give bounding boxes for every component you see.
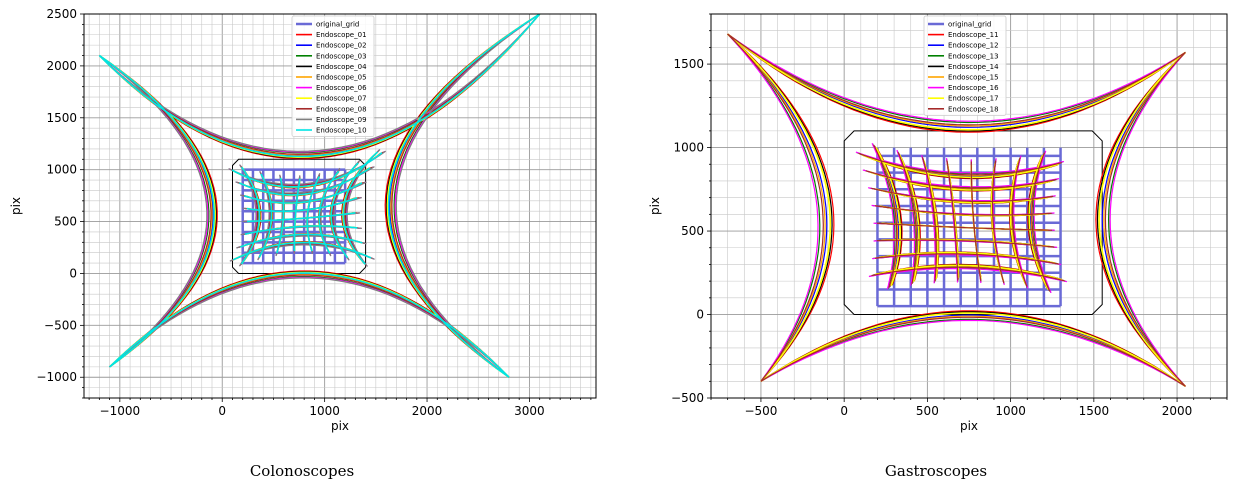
x-tick-label: 1500 xyxy=(1079,404,1110,418)
legend-label: Endoscope_13 xyxy=(948,52,999,60)
y-tick-label: 1500 xyxy=(46,111,77,125)
x-axis-label: pix xyxy=(960,419,978,433)
x-tick-label: 3000 xyxy=(514,404,545,418)
x-tick-label: 0 xyxy=(840,404,848,418)
distorted-grid-line xyxy=(761,317,1186,386)
y-tick-label: 0 xyxy=(696,308,704,322)
panel-caption: Gastroscopes xyxy=(885,462,987,480)
legend-label: Endoscope_16 xyxy=(948,84,999,92)
distorted-grid-line xyxy=(728,34,834,381)
y-tick-label: 1000 xyxy=(673,141,704,155)
distorted-grid-line xyxy=(761,320,1186,386)
x-tick-label: 2000 xyxy=(412,404,443,418)
legend-label: Endoscope_14 xyxy=(948,63,999,71)
legend-label: Endoscope_09 xyxy=(316,116,367,124)
x-tick-label: 0 xyxy=(218,404,226,418)
legend-label: Endoscope_17 xyxy=(948,95,999,103)
legend-label: original_grid xyxy=(316,21,359,29)
legend-label: Endoscope_03 xyxy=(316,52,367,60)
legend-label: Endoscope_18 xyxy=(948,105,999,113)
x-tick-label: 1000 xyxy=(309,404,340,418)
legend-label: Endoscope_01 xyxy=(316,31,367,39)
y-tick-label: 0 xyxy=(69,266,77,280)
x-tick-label: −1000 xyxy=(100,404,141,418)
legend: original_grid Endoscope_01 Endoscope_02 End… xyxy=(292,16,374,137)
y-tick-label: −500 xyxy=(44,318,77,332)
chart-panel-2: −500 0 500 1000 1500 2000 −500 0 500 1000 1500 pix p… xyxy=(648,14,1227,480)
x-axis-label: pix xyxy=(331,419,349,433)
distorted-grid-line xyxy=(1110,52,1185,386)
distorted-grid-line xyxy=(1105,52,1185,386)
y-axis-label: pix xyxy=(9,197,23,215)
y-tick-label: 2500 xyxy=(46,7,77,21)
legend-label: Endoscope_11 xyxy=(948,31,999,39)
legend-label: Endoscope_15 xyxy=(948,74,999,82)
chart-panel-1: −1000 0 1000 2000 3000 −1000 −500 0 500 1000 1500 2… xyxy=(9,7,596,480)
y-tick-label: 500 xyxy=(54,215,77,229)
distorted-grid-line xyxy=(386,14,539,377)
legend-label: Endoscope_04 xyxy=(316,63,367,71)
legend-label: Endoscope_10 xyxy=(316,127,367,135)
distorted-grid-line xyxy=(1099,52,1185,386)
y-tick-label: 2000 xyxy=(46,59,77,73)
x-tick-label: −500 xyxy=(744,404,777,418)
panel-caption: Colonoscopes xyxy=(250,462,354,480)
legend-label: Endoscope_07 xyxy=(316,95,367,103)
x-tick-label: 500 xyxy=(916,404,939,418)
y-tick-label: −1000 xyxy=(36,370,77,384)
legend-label: Endoscope_05 xyxy=(316,74,367,82)
legend-label: original_grid xyxy=(948,21,991,29)
y-tick-label: 1500 xyxy=(673,57,704,71)
distorted-grid-line xyxy=(385,14,540,377)
x-tick-label: 1000 xyxy=(995,404,1026,418)
legend-label: Endoscope_08 xyxy=(316,105,367,113)
y-axis-label: pix xyxy=(648,197,662,215)
y-tick-label: 500 xyxy=(681,224,704,238)
legend-label: Endoscope_12 xyxy=(948,42,999,50)
distorted-grid-line xyxy=(110,275,509,377)
legend: original_grid Endoscope_11 Endoscope_12 End… xyxy=(924,16,1006,115)
legend-label: Endoscope_06 xyxy=(316,84,367,92)
legend-label: Endoscope_02 xyxy=(316,42,367,50)
y-tick-label: 1000 xyxy=(46,163,77,177)
x-tick-label: 2000 xyxy=(1162,404,1193,418)
distorted-grid-line xyxy=(877,223,1052,230)
y-tick-label: −500 xyxy=(671,391,704,405)
